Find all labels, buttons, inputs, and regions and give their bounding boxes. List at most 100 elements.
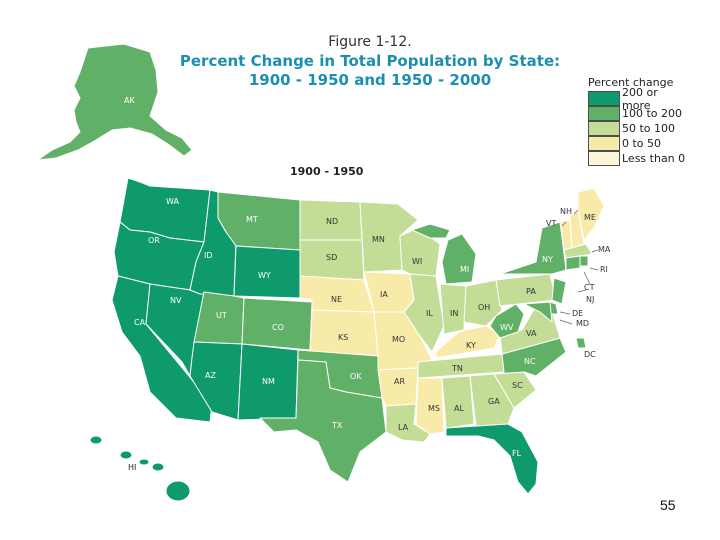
callout-line-vt [561,221,567,227]
label-ND: ND [326,217,338,226]
label-HI: HI [128,463,136,472]
label-GA: GA [488,397,500,406]
label-IL: IL [426,309,433,318]
label-CO: CO [272,323,284,332]
legend-label: 100 to 200 [622,107,683,120]
label-OK: OK [350,372,362,381]
callout-lines [559,209,599,325]
state-TX [259,359,387,483]
label-AL: AL [454,404,464,413]
state-OH [463,279,503,327]
state-AK [37,43,193,161]
label-MS: MS [428,404,440,413]
label-DE: DE [572,309,583,318]
label-WY: WY [258,271,271,280]
figure-label: Figure 1-12. [328,34,412,50]
state-HI-island-1 [89,435,103,445]
state-NJ [551,277,567,305]
label-NJ: NJ [586,295,594,304]
label-WA: WA [166,197,179,206]
state-HI-group [89,435,191,502]
label-MT: MT [246,215,258,224]
label-TN: TN [451,364,463,373]
callout-line-ma [591,249,599,253]
callout-line-ri [589,267,599,271]
legend-item: 200 or more [588,86,688,112]
label-SC: SC [512,381,523,390]
state-DC [575,337,587,349]
state-FL [445,423,539,495]
map-subtitle: 1900 - 1950 [290,165,364,178]
label-LA: LA [398,423,409,432]
state-NC [493,337,567,377]
callout-line-ct [583,271,591,285]
state-MA [563,243,593,259]
state-MD [523,301,553,323]
callout-line-de [559,311,571,315]
legend: Percent change 200 or more 100 to 200 50… [588,76,688,166]
label-NM: NM [262,377,275,386]
label-CT: CT [584,283,595,292]
state-AL [441,375,475,429]
legend-swatch [588,151,620,166]
label-ME: ME [584,213,596,222]
label-FL: FL [512,449,522,458]
state-AR [377,367,419,407]
states-layer [37,43,605,502]
legend-label: 50 to 100 [622,122,676,135]
label-MO: MO [392,335,405,344]
state-MI-upper [411,223,451,239]
state-HI-island-5 [165,480,191,502]
legend-label: 0 to 50 [622,137,662,150]
legend-swatch [588,106,620,121]
label-MI: MI [460,265,469,274]
label-KS: KS [338,333,348,342]
state-LA [385,403,431,443]
label-KY: KY [466,341,476,350]
label-WI: WI [412,257,422,266]
legend-swatch [588,91,620,106]
callout-line-nh [573,209,579,215]
label-VT: VT [546,219,556,228]
label-WV: WV [500,323,514,332]
state-CT [565,255,581,271]
legend-item: 100 to 200 [588,106,688,121]
label-NY: NY [542,255,553,264]
legend-label: 200 or more [622,85,658,112]
state-NH [569,209,585,249]
label-RI: RI [600,265,608,274]
legend-item: 0 to 50 [588,136,688,151]
callout-line-nj [577,289,587,293]
label-NC: NC [524,357,536,366]
state-NY [499,221,567,275]
callout-line-md [559,319,573,325]
label-OR: OR [148,236,160,245]
label-PA: PA [526,287,536,296]
state-IL [403,273,445,353]
legend-swatch [588,136,620,151]
label-CA: CA [134,318,146,327]
label-VA: VA [526,329,537,338]
label-MN: MN [372,235,385,244]
legend-item: 50 to 100 [588,121,688,136]
label-MD: MD [576,319,589,328]
label-IA: IA [380,290,388,299]
title-line-1: Percent Change in Total Population by St… [179,52,561,70]
label-MA: MA [598,245,611,254]
label-AZ: AZ [205,371,216,380]
state-MI [441,233,477,285]
label-DC: DC [584,350,596,359]
state-GA [469,373,515,427]
state-labels: AK HI WA OR CA NV ID MT WY UT CO AZ NM N… [124,96,611,472]
state-HI-island-4 [151,462,165,472]
label-SD: SD [326,253,337,262]
legend-label: Less than 0 [622,152,686,165]
label-NE: NE [331,295,342,304]
label-AK: AK [124,96,135,105]
page-title: Percent Change in Total Population by St… [160,52,580,90]
label-OH: OH [478,303,490,312]
label-NV: NV [170,296,182,305]
page-number: 55 [660,497,676,513]
title-line-2: 1900 - 1950 and 1950 - 2000 [248,71,492,89]
state-MS [415,377,445,435]
